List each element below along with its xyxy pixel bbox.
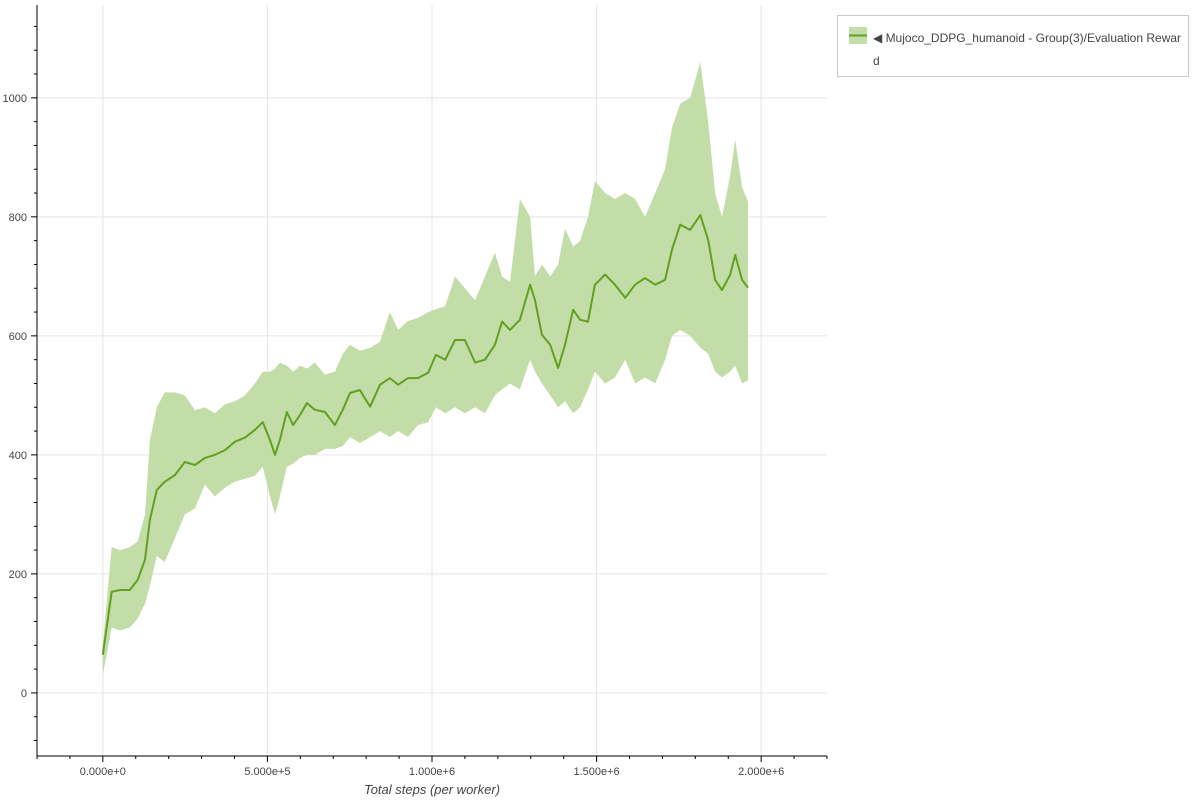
x-tick-label: 1.500e+6 bbox=[573, 766, 619, 778]
y-tick-label: 400 bbox=[9, 450, 27, 462]
legend-swatch bbox=[849, 27, 867, 44]
legend-label[interactable]: ◀ Mujoco_DDPG_humanoid - Group(3)/Evalua… bbox=[873, 31, 1182, 68]
legend: ◀ Mujoco_DDPG_humanoid - Group(3)/Evalua… bbox=[837, 15, 1189, 77]
y-tick-label: 0 bbox=[21, 688, 27, 700]
y-tick-label: 800 bbox=[9, 212, 27, 224]
x-tick-label: 5.000e+5 bbox=[244, 766, 290, 778]
y-tick-label: 600 bbox=[9, 331, 27, 343]
x-tick-label: 0.000e+0 bbox=[80, 766, 126, 778]
x-axis-label: Total steps (per worker) bbox=[364, 782, 500, 797]
series-band bbox=[102, 62, 749, 676]
plot-marks bbox=[101, 62, 749, 676]
x-tick-label: 2.000e+6 bbox=[738, 766, 784, 778]
series-line bbox=[101, 214, 749, 655]
y-tick-label: 1000 bbox=[3, 93, 27, 105]
x-tick-label: 1.000e+6 bbox=[409, 766, 455, 778]
axes: 0.000e+0 5.000e+5 1.000e+6 1.500e+6 2.000e+6… bbox=[3, 5, 828, 778]
y-tick-label: 200 bbox=[9, 569, 27, 581]
